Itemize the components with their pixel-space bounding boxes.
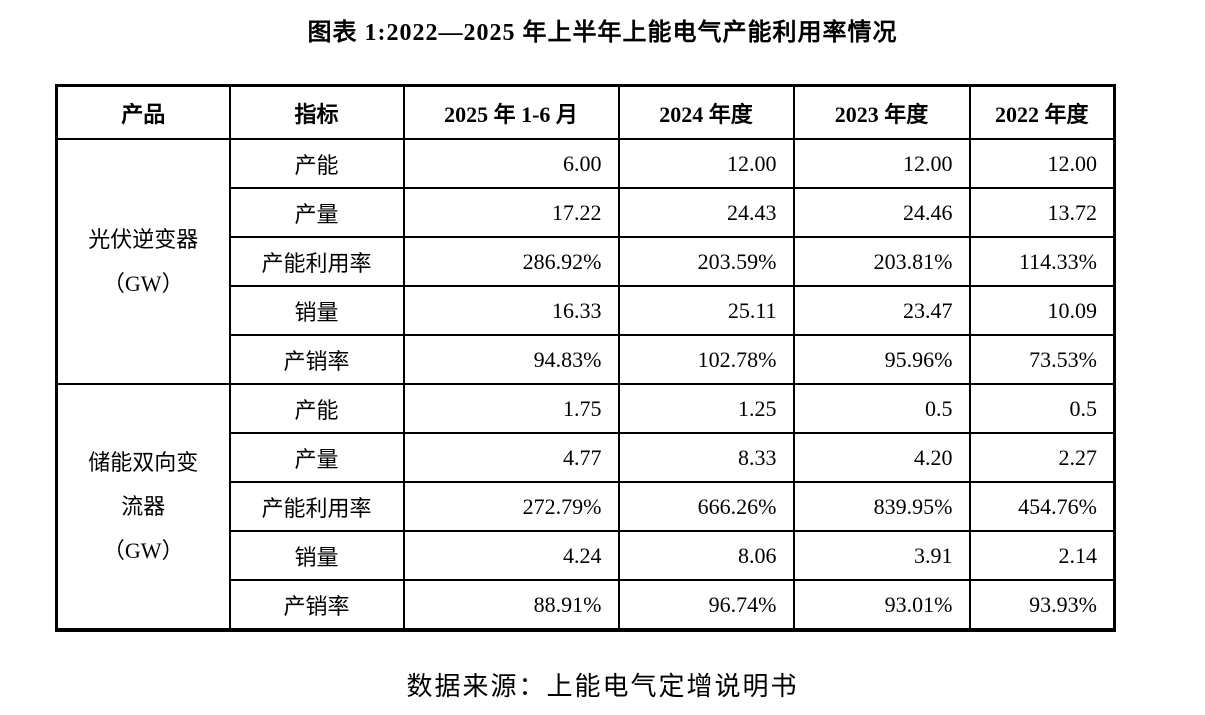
- header-cell-2024: 2024 年度: [617, 84, 795, 140]
- value-cell: 114.33%: [968, 236, 1116, 287]
- value-cell: 13.72: [968, 187, 1116, 238]
- value-cell: 96.74%: [617, 579, 795, 631]
- table-row: 产量 4.77 8.33 4.20 2.27: [57, 432, 1116, 483]
- value-cell: 4.24: [402, 530, 620, 581]
- value-cell: 12.00: [792, 138, 971, 189]
- capacity-utilization-table: 产品 指标 2025 年 1-6 月 2024 年度 2023 年度 2022 …: [55, 84, 1116, 632]
- value-cell: 23.47: [792, 285, 971, 336]
- table-row: 产销率 88.91% 96.74% 93.01% 93.93%: [57, 579, 1116, 631]
- table-row: 产量 17.22 24.43 24.46 13.72: [57, 187, 1116, 238]
- value-cell: 93.93%: [968, 579, 1116, 631]
- metric-cell: 产能: [228, 138, 405, 189]
- value-cell: 94.83%: [402, 334, 620, 385]
- figure-title: 图表 1:2022—2025 年上半年上能电气产能利用率情况: [307, 20, 898, 46]
- metric-cell: 销量: [228, 285, 405, 336]
- table-row: 销量 4.24 8.06 3.91 2.14: [57, 530, 1116, 581]
- metric-cell: 产量: [228, 187, 405, 238]
- value-cell: 102.78%: [617, 334, 795, 385]
- metric-cell: 销量: [228, 530, 405, 581]
- table-row: 光伏逆变器（GW） 产能 6.00 12.00 12.00 12.00: [55, 138, 1116, 385]
- value-cell: 4.20: [792, 432, 971, 483]
- value-cell: 4.77: [402, 432, 620, 483]
- metric-cell: 产能利用率: [228, 481, 405, 532]
- metric-cell: 产销率: [228, 334, 405, 385]
- value-cell: 16.33: [402, 285, 620, 336]
- value-cell: 88.91%: [402, 579, 620, 631]
- value-cell: 286.92%: [402, 236, 620, 287]
- value-cell: 454.76%: [968, 481, 1116, 532]
- metric-cell: 产量: [228, 432, 405, 483]
- value-cell: 8.33: [617, 432, 795, 483]
- header-cell-2022: 2022 年度: [968, 84, 1116, 140]
- value-cell: 10.09: [968, 285, 1116, 336]
- value-cell: 93.01%: [792, 579, 971, 631]
- value-cell: 203.81%: [792, 236, 971, 287]
- data-source-note: 数据来源：上能电气定增说明书: [406, 672, 799, 701]
- header-cell-2023: 2023 年度: [792, 84, 971, 140]
- metric-cell: 产能: [228, 383, 405, 434]
- header-cell-product: 产品: [55, 84, 231, 140]
- table-row: 产能利用率 286.92% 203.59% 203.81% 114.33%: [57, 236, 1116, 287]
- value-cell: 839.95%: [792, 481, 971, 532]
- value-cell: 203.59%: [617, 236, 795, 287]
- value-cell: 25.11: [617, 285, 795, 336]
- table-row: 储能双向变流器（GW） 产能 1.75 1.25 0.5 0.5: [55, 383, 1116, 631]
- value-cell: 0.5: [968, 383, 1116, 434]
- value-cell: 1.75: [402, 383, 620, 434]
- metric-cell: 产能利用率: [228, 236, 405, 287]
- value-cell: 2.27: [968, 432, 1116, 483]
- table-row: 产能利用率 272.79% 666.26% 839.95% 454.76%: [57, 481, 1116, 532]
- table-row: 产销率 94.83% 102.78% 95.96% 73.53%: [57, 334, 1116, 385]
- value-cell: 2.14: [968, 530, 1116, 581]
- table-row: 销量 16.33 25.11 23.47 10.09: [57, 285, 1116, 336]
- value-cell: 24.46: [792, 187, 971, 238]
- value-cell: 95.96%: [792, 334, 971, 385]
- value-cell: 12.00: [968, 138, 1116, 189]
- value-cell: 1.25: [617, 383, 795, 434]
- value-cell: 24.43: [617, 187, 795, 238]
- product-cell-storage-converter: 储能双向变流器（GW）: [55, 383, 231, 631]
- value-cell: 17.22: [402, 187, 620, 238]
- value-cell: 3.91: [792, 530, 971, 581]
- metric-cell: 产销率: [228, 579, 405, 631]
- product-cell-pv-inverter: 光伏逆变器（GW）: [55, 138, 231, 385]
- value-cell: 8.06: [617, 530, 795, 581]
- table-header-row: 产品 指标 2025 年 1-6 月 2024 年度 2023 年度 2022 …: [55, 84, 1116, 140]
- value-cell: 6.00: [402, 138, 620, 189]
- header-cell-metric: 指标: [228, 84, 405, 140]
- value-cell: 0.5: [792, 383, 971, 434]
- header-cell-2025h1: 2025 年 1-6 月: [402, 84, 620, 140]
- value-cell: 73.53%: [968, 334, 1116, 385]
- value-cell: 666.26%: [617, 481, 795, 532]
- value-cell: 12.00: [617, 138, 795, 189]
- value-cell: 272.79%: [402, 481, 620, 532]
